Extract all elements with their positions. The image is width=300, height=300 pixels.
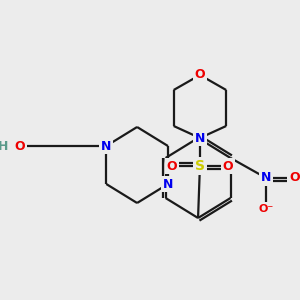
- Text: N: N: [261, 172, 272, 184]
- Text: O⁻: O⁻: [259, 204, 274, 214]
- Text: N: N: [195, 131, 205, 145]
- Text: S: S: [195, 159, 205, 173]
- Text: O: O: [167, 160, 177, 172]
- Text: N: N: [101, 140, 111, 152]
- Text: H: H: [0, 140, 8, 152]
- Text: O: O: [15, 140, 25, 152]
- Text: O: O: [289, 172, 300, 184]
- Text: N: N: [163, 178, 173, 190]
- Text: O: O: [195, 68, 205, 82]
- Text: O: O: [223, 160, 233, 172]
